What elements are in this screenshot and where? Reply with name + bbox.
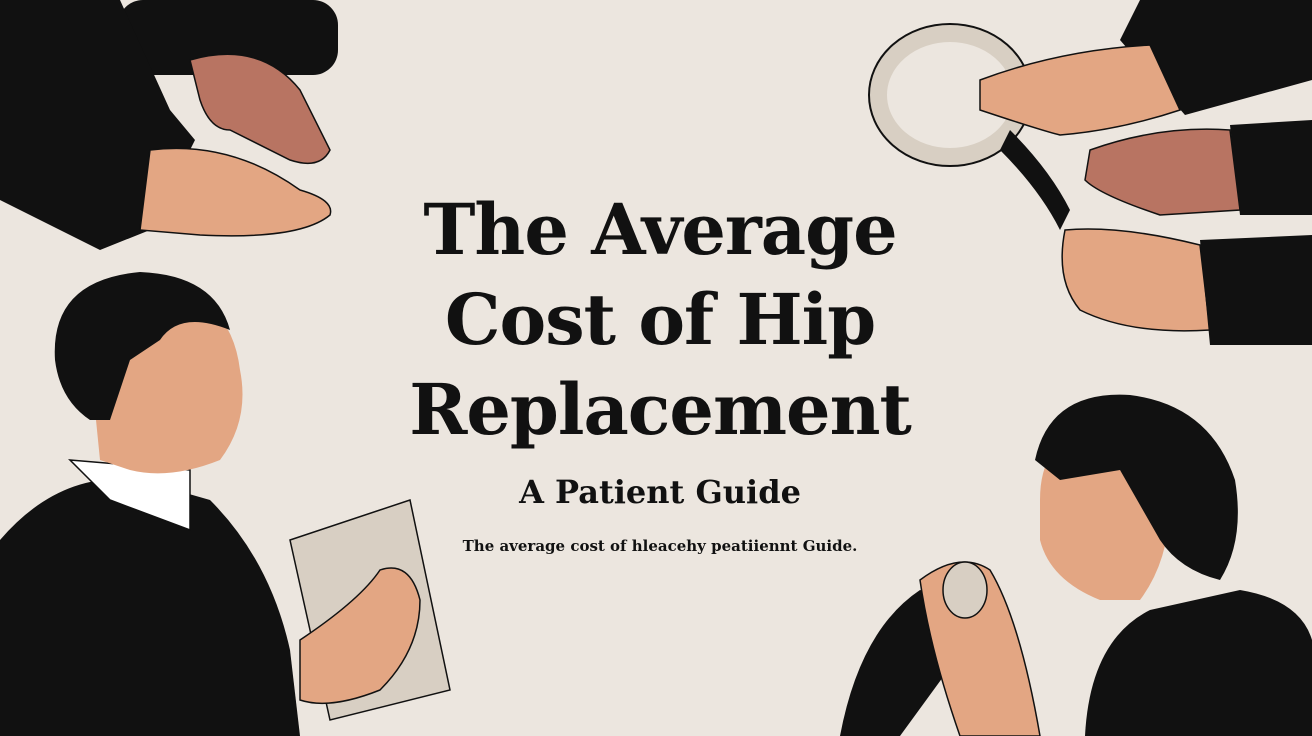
- title-line-2: Cost of Hip: [444, 278, 876, 361]
- man-illustration: [0, 272, 451, 736]
- title-line-3: Replacement: [409, 368, 912, 451]
- title-line-1: The Average: [423, 188, 897, 271]
- top-left-hands-illustration: [0, 0, 338, 250]
- subtitle: A Patient Guide: [519, 473, 801, 511]
- top-right-hands-illustration: [868, 0, 1312, 345]
- woman-illustration: [840, 394, 1312, 736]
- caption: The average cost of hleacehy peatiiennt …: [462, 537, 858, 555]
